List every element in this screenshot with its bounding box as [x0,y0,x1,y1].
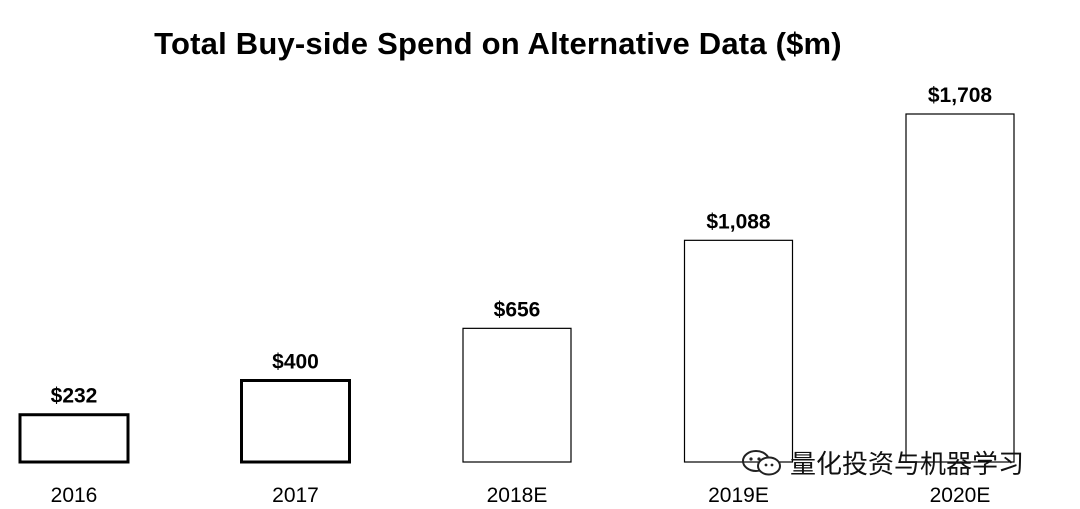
wechat-logo-icon [742,449,781,475]
x-tick-label-2016: 2016 [51,484,98,507]
bar-2016 [18,413,130,464]
bar-2020E [905,113,1015,463]
x-tick-label-2020E: 2020E [930,484,991,507]
data-label-2017: $400 [272,351,319,374]
watermark-text: 量化投资与机器学习 [790,449,1025,479]
data-label-2018E: $656 [494,298,541,321]
watermark: 量化投资与机器学习 [740,444,1024,481]
data-label-2016: $232 [51,385,98,408]
bar-2019E [683,239,794,463]
chart-title: Total Buy-side Spend on Alternative Data… [154,26,842,61]
x-tick-label-2019E: 2019E [708,484,769,507]
bar-2018E [462,327,572,463]
x-tick-label-2018E: 2018E [487,484,548,507]
data-label-2020E: $1,708 [928,84,993,107]
data-label-2019E: $1,088 [706,210,771,233]
x-tick-label-2017: 2017 [272,484,319,507]
bar-2017 [240,379,351,464]
